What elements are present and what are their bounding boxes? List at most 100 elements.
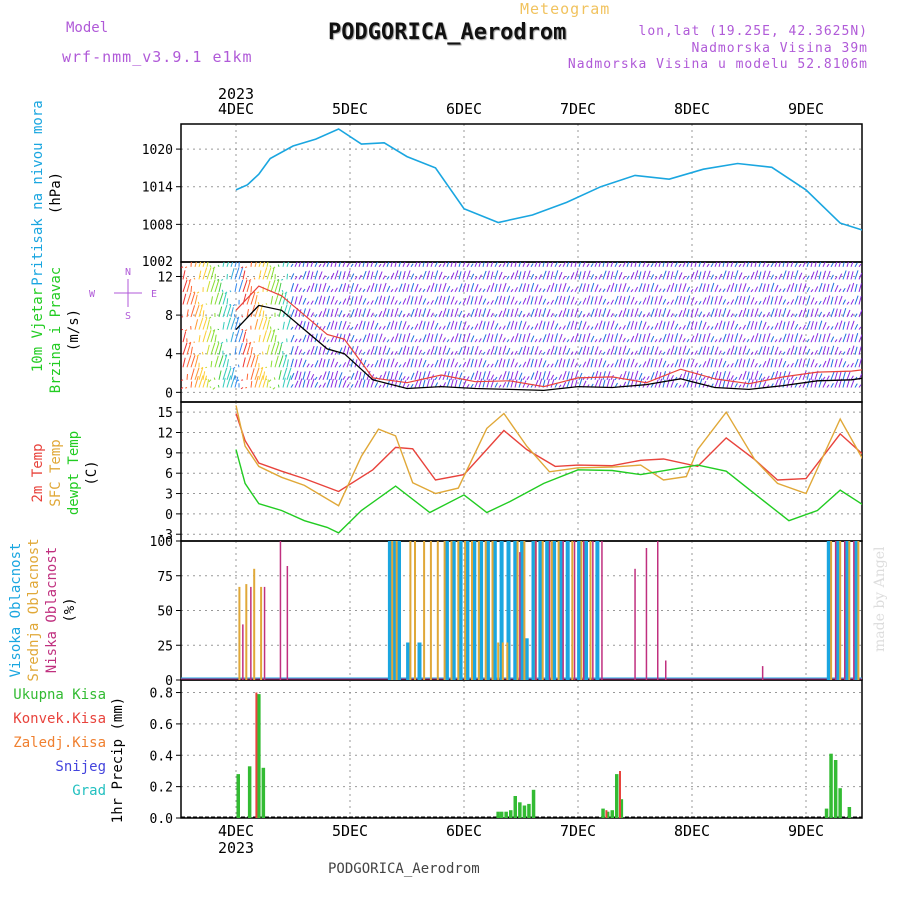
model-elevation: Nadmorska Visina u modelu 52.8106m bbox=[567, 57, 868, 72]
wind-barb-row bbox=[182, 355, 862, 370]
low-cloud-bar bbox=[279, 541, 282, 680]
low-cloud-bar bbox=[890, 541, 892, 680]
mid-cloud-bar bbox=[409, 541, 412, 680]
year-label-bottom: 2023 bbox=[218, 839, 254, 857]
y-tick-label: 0.8 bbox=[150, 687, 173, 702]
mid-cloud-bar bbox=[876, 541, 878, 680]
mid-cloud-bar bbox=[484, 541, 487, 680]
total-precip-bar bbox=[509, 810, 513, 818]
conv-precip-bar bbox=[619, 771, 621, 818]
temp-line-1 bbox=[235, 405, 862, 507]
y-tick-label: 50 bbox=[157, 605, 173, 620]
mid-cloud-bar bbox=[253, 568, 256, 680]
mid-cloud-bar bbox=[245, 584, 248, 680]
temp-ylabel-1: SFC Temp bbox=[48, 439, 64, 506]
total-precip-bar bbox=[847, 807, 852, 818]
y-tick-label: 0.0 bbox=[150, 812, 173, 827]
mid-cloud-bar bbox=[395, 541, 398, 680]
total-precip-bar bbox=[833, 760, 838, 818]
total-precip-bar bbox=[496, 811, 500, 818]
y-tick-label: 0.2 bbox=[150, 781, 173, 796]
x-tick-label-bottom: 5DEC bbox=[332, 822, 368, 840]
high-cloud-bar bbox=[882, 541, 886, 680]
high-cloud-bar bbox=[465, 541, 470, 680]
low-cloud-bar bbox=[562, 541, 564, 680]
high-cloud-bar bbox=[565, 541, 570, 680]
wind-ylabel-2: (m/s) bbox=[66, 309, 82, 351]
y-tick-label: 8 bbox=[165, 309, 173, 324]
conv-precip-bar bbox=[255, 692, 258, 818]
total-precip-bar bbox=[531, 789, 536, 818]
x-tick-label-top: 5DEC bbox=[332, 100, 368, 118]
high-cloud-bar bbox=[854, 541, 859, 680]
total-precip-bar bbox=[513, 796, 517, 818]
cloud-ylabel-1: Srednja Oblacnost bbox=[26, 538, 42, 681]
wind-barb-row bbox=[182, 279, 862, 295]
year-label-top: 2023 bbox=[218, 85, 254, 103]
mid-cloud-bar bbox=[471, 541, 473, 680]
total-precip-bar bbox=[261, 767, 266, 818]
mid-cloud-bar bbox=[457, 541, 460, 680]
y-tick-label: 12 bbox=[157, 270, 173, 285]
y-tick-label: 6 bbox=[165, 467, 173, 482]
pressure-ylabel-0: Pritisak na nivou mora bbox=[30, 100, 46, 285]
high-cloud-bar bbox=[545, 541, 550, 680]
high-cloud-bar bbox=[492, 541, 497, 680]
low-cloud-bar bbox=[601, 541, 603, 680]
cloud-ylabel-2: Niska Oblacnost bbox=[44, 547, 60, 673]
mid-cloud-bar bbox=[557, 541, 560, 680]
low-cloud-bar bbox=[645, 548, 648, 680]
mid-cloud-bar bbox=[260, 586, 263, 680]
y-tick-label: 75 bbox=[157, 570, 173, 585]
mid-cloud-bar bbox=[477, 541, 480, 680]
total-precip-bar bbox=[247, 766, 252, 818]
high-cloud-bar bbox=[387, 541, 392, 680]
x-tick-label-bottom: 6DEC bbox=[446, 822, 482, 840]
y-tick-label: 12 bbox=[157, 427, 173, 442]
high-cloud-bar bbox=[406, 642, 411, 680]
pressure-ylabel-1: (hPa) bbox=[48, 172, 64, 214]
wind-barb-row bbox=[181, 317, 862, 332]
wind-barb-row bbox=[181, 367, 862, 383]
panel-frame bbox=[180, 679, 863, 819]
wind-speed-line bbox=[235, 304, 862, 392]
mid-cloud-bar bbox=[848, 541, 851, 680]
low-cloud-bar bbox=[844, 541, 846, 680]
compass-e: E bbox=[151, 289, 157, 300]
mid-cloud-bar bbox=[464, 541, 467, 680]
mid-cloud-bar bbox=[414, 541, 416, 680]
high-cloud-bar bbox=[513, 541, 518, 680]
x-tick-label-bottom: 9DEC bbox=[788, 822, 824, 840]
wind-barb-row bbox=[182, 292, 862, 307]
total-precip-bar bbox=[527, 803, 531, 818]
mid-cloud-bar bbox=[443, 541, 446, 680]
mid-cloud-bar bbox=[429, 541, 432, 680]
low-cloud-bar bbox=[634, 568, 636, 680]
x-tick-label-bottom: 7DEC bbox=[560, 822, 596, 840]
high-cloud-bar bbox=[891, 541, 895, 680]
x-tick-label-top: 9DEC bbox=[788, 100, 824, 118]
x-tick-label-top: 6DEC bbox=[446, 100, 482, 118]
high-cloud-bar bbox=[392, 541, 397, 680]
precip-ylabel-0: 1hr Precip (mm) bbox=[110, 697, 126, 823]
compass-s: S bbox=[125, 311, 131, 322]
high-cloud-bar bbox=[552, 541, 557, 680]
y-tick-label: 100 bbox=[150, 535, 173, 550]
total-precip-bar bbox=[522, 805, 527, 818]
mid-cloud-bar bbox=[589, 541, 592, 680]
cloud-ylabel-0: Visoka Oblacnost bbox=[8, 543, 24, 678]
mid-cloud-bar bbox=[436, 541, 439, 680]
high-cloud-bar bbox=[826, 541, 831, 680]
mid-cloud-bar bbox=[839, 541, 842, 680]
y-tick-label: 0 bbox=[165, 674, 173, 689]
x-tick-label-top: 7DEC bbox=[560, 100, 596, 118]
total-precip-bar bbox=[838, 788, 842, 818]
low-cloud-bar bbox=[519, 552, 521, 680]
wind-barb-row bbox=[182, 329, 862, 345]
y-tick-label: 1008 bbox=[142, 218, 173, 233]
y-tick-label: 0.6 bbox=[150, 718, 173, 733]
high-cloud-bar bbox=[485, 541, 490, 680]
high-cloud-bar bbox=[479, 541, 484, 680]
model-label: Model bbox=[66, 20, 109, 36]
